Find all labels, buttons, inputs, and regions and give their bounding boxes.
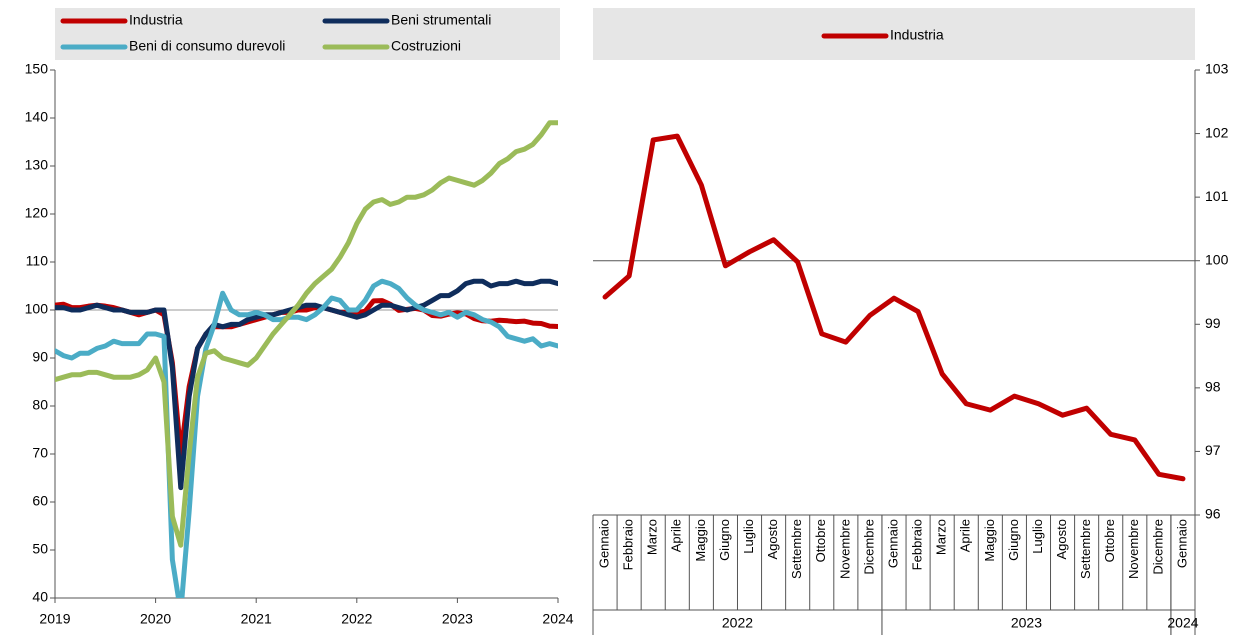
legend-box [55, 8, 560, 60]
y-tick-label: 110 [26, 253, 49, 269]
x-tick-label: Gennaio [1174, 519, 1189, 568]
series-line [55, 278, 558, 598]
x-tick-label: Dicembre [861, 519, 876, 575]
x-tick-label: 2024 [542, 611, 573, 627]
x-tick-label: Luglio [1030, 519, 1045, 554]
group-label: 2023 [1011, 615, 1042, 631]
series-line [602, 133, 1186, 482]
y-tick-label: 80 [32, 397, 48, 413]
y-tick-label: 150 [25, 61, 49, 77]
legend-label: Beni di consumo durevoli [129, 38, 285, 54]
legend-label: Beni strumentali [391, 12, 491, 28]
x-tick-label: 2023 [442, 611, 473, 627]
x-tick-label: Febbraio [621, 519, 636, 570]
x-tick-label: Dicembre [1150, 519, 1165, 575]
x-tick-label: Marzo [645, 519, 660, 555]
group-label: 2022 [722, 615, 753, 631]
plot-area [602, 133, 1186, 482]
y-tick-label: 101 [1205, 188, 1229, 204]
y-tick-label: 130 [25, 157, 49, 173]
group-label: 2024 [1167, 615, 1198, 631]
x-tick-label: Aprile [669, 519, 684, 552]
plot-area [55, 120, 558, 598]
y-tick-label: 50 [32, 541, 48, 557]
legend-box [593, 8, 1195, 60]
y-tick-label: 120 [25, 205, 49, 221]
y-tick-label: 90 [32, 349, 48, 365]
x-tick-label: Giugno [1006, 519, 1021, 561]
x-tick-label: Giugno [717, 519, 732, 561]
y-tick-label: 40 [32, 589, 48, 605]
y-tick-label: 140 [25, 109, 49, 125]
series-line [55, 278, 558, 491]
x-tick-label: Settembre [789, 519, 804, 579]
legend-label: Industria [129, 12, 183, 28]
y-tick-label: 100 [1205, 251, 1229, 267]
y-tick-label: 60 [32, 493, 48, 509]
x-tick-label: Agosto [1054, 519, 1069, 559]
x-tick-label: Aprile [958, 519, 973, 552]
x-tick-label: 2019 [39, 611, 70, 627]
y-tick-label: 99 [1205, 315, 1221, 331]
x-tick-label: Gennaio [885, 519, 900, 568]
x-tick-label: Febbraio [910, 519, 925, 570]
x-tick-label: Novembre [1126, 519, 1141, 579]
x-tick-label: 2022 [341, 611, 372, 627]
x-tick-label: Luglio [741, 519, 756, 554]
x-tick-label: Ottobre [813, 519, 828, 562]
y-tick-label: 98 [1205, 379, 1221, 395]
x-tick-label: Settembre [1078, 519, 1093, 579]
series-line [55, 120, 558, 548]
x-tick-label: Maggio [693, 519, 708, 562]
legend-label: Costruzioni [391, 38, 461, 54]
x-tick-label: Marzo [934, 519, 949, 555]
x-tick-label: Ottobre [1102, 519, 1117, 562]
x-tick-label: Maggio [982, 519, 997, 562]
y-tick-label: 100 [25, 301, 49, 317]
legend-label: Industria [890, 27, 944, 43]
x-tick-label: 2021 [241, 611, 272, 627]
y-tick-label: 103 [1205, 61, 1229, 77]
y-tick-label: 70 [32, 445, 48, 461]
y-tick-label: 96 [1205, 506, 1221, 522]
y-tick-label: 97 [1205, 442, 1221, 458]
x-tick-label: 2020 [140, 611, 171, 627]
x-tick-label: Novembre [837, 519, 852, 579]
x-tick-label: Gennaio [596, 519, 611, 568]
x-tick-label: Agosto [765, 519, 780, 559]
y-tick-label: 102 [1205, 124, 1229, 140]
